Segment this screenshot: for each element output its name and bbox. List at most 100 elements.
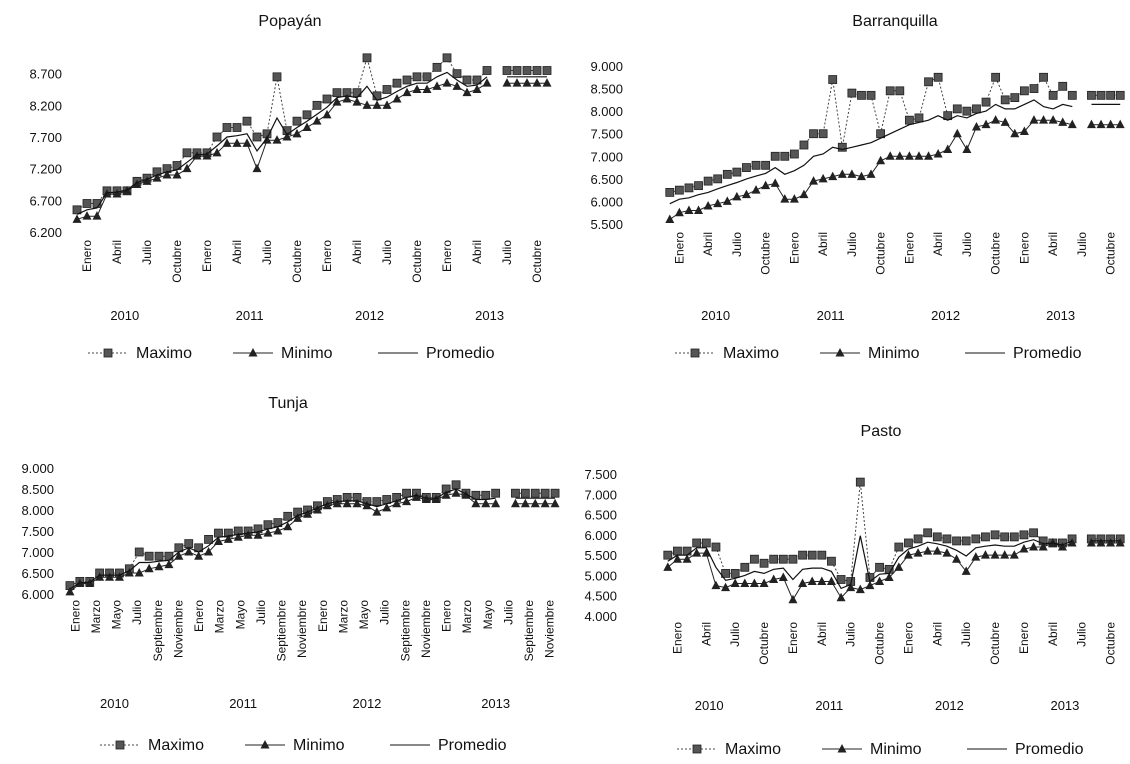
data-point-minimo <box>352 498 362 508</box>
x-tick-label: Enero <box>316 600 330 632</box>
data-point-maximo <box>981 97 991 107</box>
data-point-maximo <box>522 66 532 75</box>
data-point-maximo <box>837 142 847 152</box>
data-point-maximo <box>866 90 876 100</box>
series-promedio <box>669 99 1121 205</box>
data-point-maximo <box>540 488 550 498</box>
data-point-minimo <box>253 530 263 539</box>
data-point-minimo <box>144 563 154 573</box>
data-point-maximo <box>673 546 682 556</box>
data-point-maximo <box>682 546 692 556</box>
data-point-minimo <box>542 78 552 87</box>
data-point-maximo <box>242 116 252 126</box>
data-point-minimo <box>272 135 282 144</box>
data-point-maximo <box>895 86 905 96</box>
y-tick-label: 7.500 <box>21 524 54 539</box>
data-point-minimo <box>866 169 876 178</box>
legend-item-promedio: Promedio <box>965 345 1082 362</box>
data-point-minimo <box>362 100 372 109</box>
x-tick-label: Julio <box>380 240 394 265</box>
y-tick-label: 4.500 <box>584 589 617 604</box>
data-point-minimo <box>817 576 827 586</box>
x-tick-label: Julio <box>1075 622 1089 647</box>
x-tick-label: Abril <box>1046 232 1060 256</box>
data-point-minimo <box>105 572 115 581</box>
data-point-maximo <box>780 151 790 161</box>
data-point-minimo <box>722 196 732 205</box>
x-tick-label: Octubre <box>170 240 184 283</box>
year-label: 2011 <box>817 308 845 323</box>
data-point-maximo <box>1058 81 1068 91</box>
data-point-minimo <box>876 155 886 165</box>
data-point-minimo <box>981 119 991 129</box>
y-tick-label: 7.500 <box>590 127 623 142</box>
data-point-minimo <box>273 526 283 535</box>
y-tick-label: 5.500 <box>584 548 617 563</box>
year-label: 2013 <box>475 308 504 323</box>
data-point-minimo <box>550 498 560 508</box>
data-point-minimo <box>322 109 332 119</box>
y-tick-label: 7.000 <box>21 545 54 560</box>
data-point-maximo <box>991 72 1001 82</box>
x-tick-label: Marzo <box>336 600 350 634</box>
legend-label: Minimo <box>870 741 922 758</box>
data-point-maximo <box>742 163 751 172</box>
y-tick-label: 8.200 <box>29 98 62 113</box>
legend-label: Minimo <box>868 345 920 362</box>
legend: Maximo Minimo Promedio <box>675 345 1082 362</box>
data-point-minimo <box>732 191 742 201</box>
legend-label: Promedio <box>438 737 507 754</box>
x-tick-label: Septiembre <box>522 600 536 662</box>
chart-barranquilla: Barranquilla 5.500 6.000 6.500 7.000 7.500 8.0… <box>590 13 1125 362</box>
x-tick-label: Enero <box>80 240 94 272</box>
series-line-promedio <box>667 535 1121 590</box>
data-point-minimo <box>761 180 771 190</box>
data-point-maximo <box>828 75 838 84</box>
data-point-minimo <box>212 147 222 157</box>
data-point-minimo <box>943 144 953 154</box>
year-label: 2012 <box>355 308 384 323</box>
data-point-maximo <box>491 488 501 498</box>
data-point-minimo <box>952 554 962 563</box>
data-point-maximo <box>924 77 933 87</box>
legend: Maximo Minimo Promedio <box>100 737 507 754</box>
series-minimo <box>72 78 552 223</box>
data-point-maximo <box>703 176 713 186</box>
data-point-maximo <box>511 488 520 498</box>
legend-item-promedio: Promedio <box>967 741 1084 758</box>
y-tick-label: 8.000 <box>21 503 54 518</box>
data-point-minimo <box>770 178 780 187</box>
y-tick-label: 5.500 <box>590 217 623 232</box>
data-point-maximo <box>913 534 923 544</box>
data-point-maximo <box>154 551 164 561</box>
data-point-minimo <box>332 498 342 508</box>
legend-item-maximo: Maximo <box>675 345 779 362</box>
data-point-minimo <box>674 207 684 217</box>
x-tick-label: Enero <box>672 232 686 264</box>
data-point-maximo <box>272 72 282 82</box>
data-point-maximo <box>1010 93 1020 102</box>
data-point-minimo <box>452 81 462 90</box>
x-tick-label: Mayo <box>481 600 495 630</box>
data-point-minimo <box>904 151 914 160</box>
data-point-minimo <box>520 498 530 508</box>
data-point-minimo <box>1000 550 1010 559</box>
data-point-minimo <box>672 554 682 563</box>
x-tick-label: Octubre <box>530 240 544 283</box>
x-tick-label: Octubre <box>759 232 773 275</box>
data-point-maximo <box>232 123 242 132</box>
x-tick-label: Julio <box>730 232 744 257</box>
data-point-maximo <box>134 547 144 557</box>
data-point-maximo <box>412 72 422 82</box>
data-point-maximo <box>759 558 769 568</box>
data-point-maximo <box>472 75 482 85</box>
data-point-maximo <box>799 140 809 150</box>
data-point-minimo <box>1057 542 1067 551</box>
x-tick-label: Julio <box>130 600 144 625</box>
data-point-minimo <box>402 496 412 506</box>
data-point-minimo <box>740 578 750 588</box>
data-point-minimo <box>482 78 492 87</box>
data-point-maximo <box>809 129 818 139</box>
data-point-minimo <box>749 578 759 588</box>
data-point-maximo <box>751 160 761 170</box>
